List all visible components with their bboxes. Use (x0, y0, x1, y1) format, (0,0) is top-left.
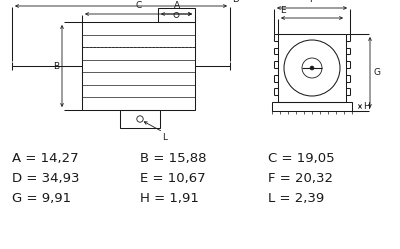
Bar (272, 102, 352, 111)
Text: C = 19,05: C = 19,05 (268, 151, 335, 165)
Text: D: D (232, 0, 239, 4)
Text: H: H (363, 102, 370, 111)
Text: B = 15,88: B = 15,88 (140, 151, 206, 165)
Bar (278, 34, 346, 102)
Text: E: E (280, 6, 286, 15)
Text: D = 34,93: D = 34,93 (12, 172, 80, 185)
Bar (82, 22, 195, 110)
Text: E = 10,67: E = 10,67 (140, 172, 206, 185)
Text: A: A (174, 1, 180, 10)
Text: B: B (53, 62, 59, 70)
Text: A = 14,27: A = 14,27 (12, 151, 79, 165)
Bar (158, 8, 195, 22)
Text: F = 20,32: F = 20,32 (268, 172, 333, 185)
Text: G = 9,91: G = 9,91 (12, 191, 71, 204)
Text: H = 1,91: H = 1,91 (140, 191, 199, 204)
Text: C: C (135, 1, 142, 10)
Bar (120, 110, 160, 128)
Text: L: L (162, 133, 167, 142)
Circle shape (310, 66, 314, 70)
Text: L = 2,39: L = 2,39 (268, 191, 324, 204)
Text: F: F (310, 0, 314, 4)
Text: G: G (373, 68, 380, 77)
